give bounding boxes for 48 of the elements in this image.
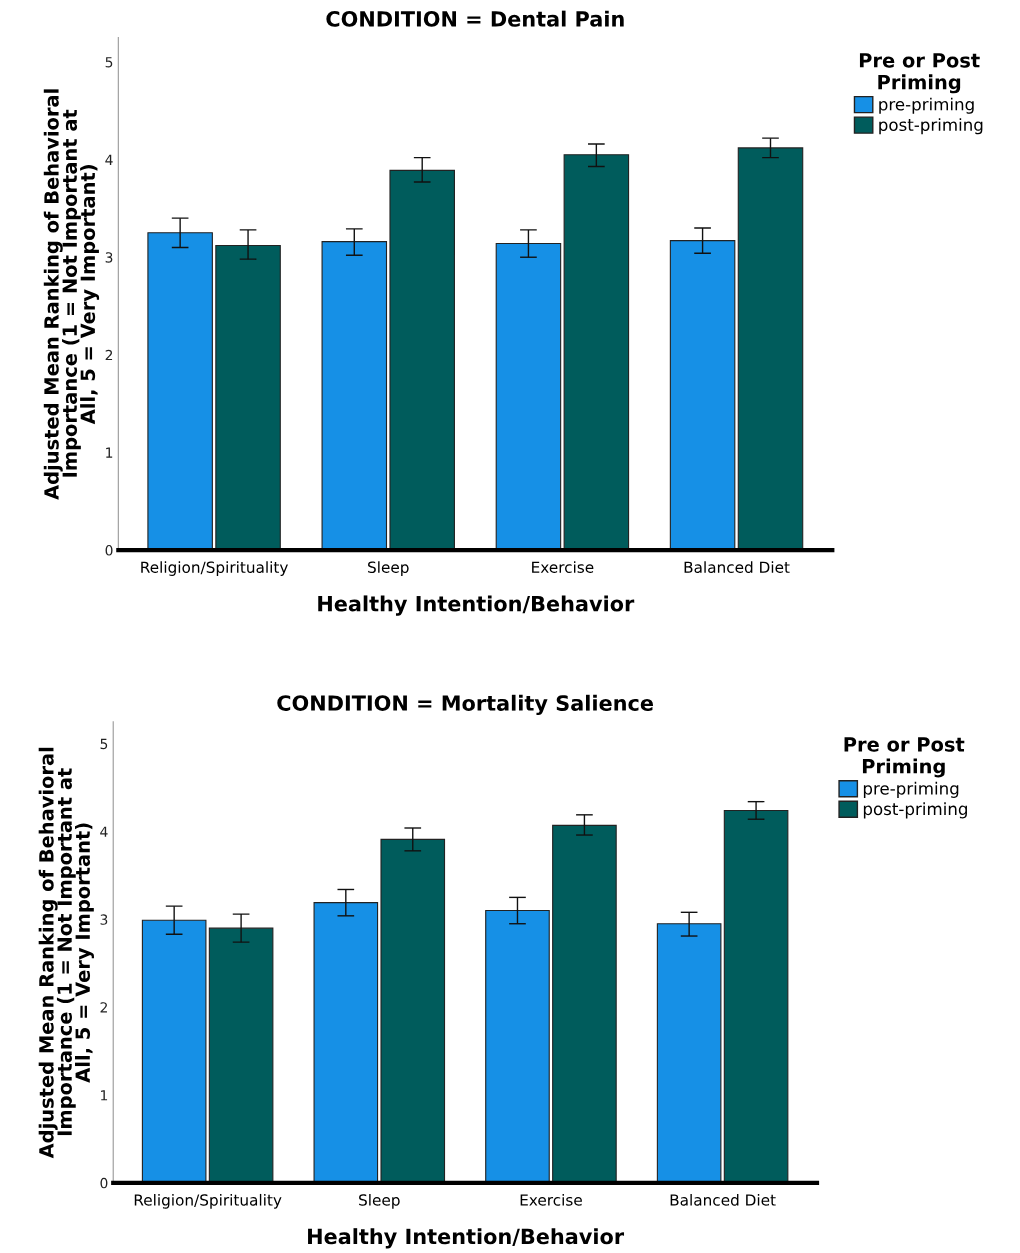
bar (389, 169, 455, 551)
y-tick-label: 3 (100, 914, 108, 925)
x-tick-label: Balanced Diet (684, 561, 790, 573)
x-tick-label: Sleep (359, 1193, 400, 1209)
y-tick-label: 2 (105, 349, 113, 361)
bar (321, 241, 388, 551)
bar (669, 240, 736, 551)
y-tick-label: 4 (105, 154, 113, 165)
legend-label: pre-priming (879, 97, 974, 114)
x-axis-title: Healthy Intention/Behavior (318, 595, 635, 616)
bar (656, 923, 722, 1183)
y-tick-label: 2 (100, 1002, 107, 1013)
y-tick-label: 5 (105, 57, 113, 68)
bar (380, 838, 446, 1183)
bar (552, 824, 617, 1183)
y-tick-label: 5 (100, 738, 108, 750)
bar (147, 232, 213, 551)
bar (485, 910, 550, 1183)
y-tick-label: 1 (101, 1090, 108, 1101)
y-tick-label: 1 (106, 447, 113, 458)
legend-label: pre-priming (863, 781, 959, 798)
x-tick-label: Religion/Spirituality (141, 561, 288, 576)
chart-title: CONDITION = Dental Pain (326, 10, 624, 27)
y-axis-title: Adjusted Mean Ranking of Behavioral Importance (1 = Not Important at All, 5 = Very Important) (38, 747, 94, 1159)
bar (495, 243, 562, 551)
x-tick-label: Sleep (368, 561, 409, 576)
legend-label: post-priming (863, 802, 967, 819)
x-axis-title: Healthy Intention/Behavior (308, 1228, 625, 1249)
x-tick-label: Exercise (520, 1193, 582, 1206)
bar (141, 919, 207, 1183)
legend-title: Pre or Post Priming (859, 53, 980, 94)
legend-title: Pre or Post Priming (844, 737, 965, 778)
y-axis-title: Adjusted Mean Ranking of Behavioral Importance (1 = Not Important at All, 5 = Very Important) (43, 89, 100, 500)
bar (215, 244, 281, 551)
bar (563, 154, 630, 551)
legend-label: post-priming (879, 118, 983, 135)
y-tick-label: 4 (100, 826, 108, 837)
bar (723, 809, 789, 1183)
bar (313, 902, 379, 1183)
x-tick-label: Exercise (532, 561, 594, 573)
x-tick-label: Balanced Diet (670, 1193, 776, 1206)
y-tick-label: 0 (100, 1177, 108, 1189)
bar (208, 927, 274, 1183)
y-tick-label: 0 (105, 545, 113, 556)
y-tick-label: 3 (105, 252, 113, 263)
bar (737, 147, 804, 551)
x-tick-label: Religion/Spirituality (134, 1193, 282, 1209)
chart-title: CONDITION = Mortality Salience (277, 694, 653, 716)
